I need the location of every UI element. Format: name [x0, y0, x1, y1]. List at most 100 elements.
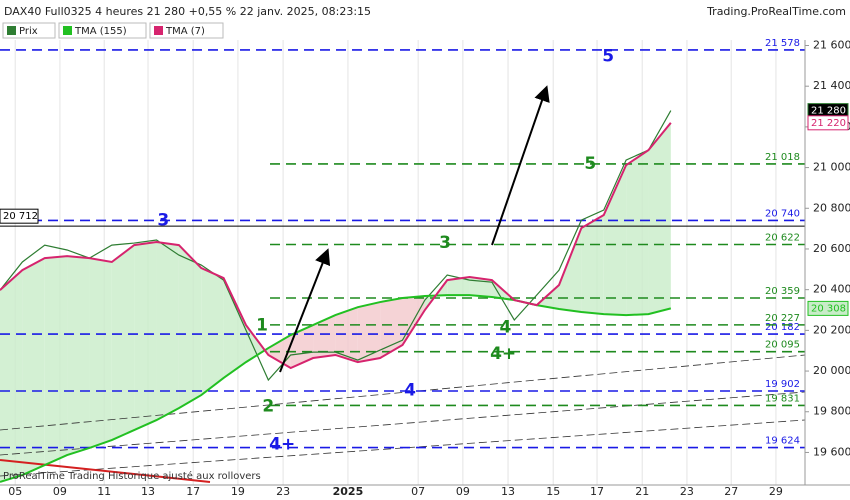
level-label: 20 359	[765, 286, 800, 297]
fill-area	[111, 245, 135, 441]
wave-label: 5	[584, 154, 596, 174]
fill-area	[44, 256, 68, 466]
x-tick-label: 09	[456, 485, 470, 498]
price-label: 20 308	[811, 303, 846, 314]
fill-area	[335, 307, 358, 363]
x-tick-label: 13	[141, 485, 155, 498]
annotations: 5 3 4 4+ 1 2 3 4 4+ 5	[157, 47, 614, 455]
legend: Prix TMA (155) TMA (7)	[2, 22, 224, 39]
arrow	[279, 248, 331, 373]
x-tick-label: 2025	[333, 485, 364, 498]
trend-line	[0, 354, 806, 431]
wave-label: 3	[439, 233, 451, 253]
x-tick-label: 17	[186, 485, 200, 498]
fill-area	[156, 242, 179, 421]
y-tick-label: 20 000	[813, 364, 850, 377]
wave-label: 4+	[490, 344, 516, 364]
series-line	[0, 294, 672, 483]
price-label-box	[807, 115, 849, 131]
price-label: 21 280	[811, 106, 846, 117]
level-label: 20 095	[765, 340, 800, 351]
reference-label: 20 712	[3, 211, 38, 222]
wave-label: 2	[262, 397, 274, 417]
arrows	[279, 85, 550, 373]
legend-swatch	[7, 26, 16, 35]
fill-area	[0, 270, 23, 482]
legend-box	[58, 22, 147, 39]
axes: 19 600 19 800 20 000 20 200 20 400 20 600 20 8…	[8, 38, 850, 498]
chart-title: DAX40 Full0325 4 heures 21 280 +0,55 % 2…	[4, 5, 371, 18]
fill-area	[290, 325, 314, 369]
x-tick-label: 05	[8, 485, 22, 498]
level-label: 19 902	[765, 379, 800, 390]
wave-label: 4+	[269, 434, 295, 454]
series-line	[0, 122, 672, 370]
wave-label: 5	[602, 47, 614, 67]
series-line	[0, 110, 672, 382]
x-tick-label: 09	[53, 485, 67, 498]
fill-area	[134, 242, 157, 431]
y-tick-label: 20 400	[813, 283, 850, 296]
x-tick-label: 23	[276, 485, 290, 498]
legend-box	[149, 22, 224, 39]
level-label: 21 578	[765, 38, 800, 49]
legend-swatch	[154, 26, 163, 35]
x-tick-label: 29	[769, 485, 783, 498]
fill-area	[223, 278, 246, 378]
fill-area	[648, 122, 671, 315]
x-tick-label: 27	[724, 485, 738, 498]
fill-area	[201, 268, 224, 396]
legend-label: TMA (7)	[165, 26, 205, 37]
level-label: 21 018	[765, 152, 800, 163]
y-tick-label: 19 800	[813, 405, 850, 418]
x-tick-label: 19	[231, 485, 245, 498]
x-tick-label: 11	[97, 485, 111, 498]
fill-area	[626, 150, 649, 316]
level-label: 20 622	[765, 232, 800, 243]
reference-label-box	[0, 208, 39, 224]
level-label: 19 624	[765, 436, 800, 447]
fill-area	[313, 315, 336, 359]
fill-area	[22, 258, 45, 476]
fill-area	[245, 325, 269, 363]
y-tick-label: 20 800	[813, 201, 850, 214]
fill-area	[447, 277, 470, 296]
fill-area	[559, 228, 582, 313]
fill-area	[357, 302, 381, 363]
legend-label: Prix	[19, 26, 38, 37]
x-tick-label: 23	[680, 485, 694, 498]
wave-label: 4	[404, 380, 416, 400]
x-tick-label: 17	[590, 485, 604, 498]
price-label: 21 220	[811, 118, 846, 129]
wave-label: 3	[157, 210, 169, 230]
x-tick-label: 15	[546, 485, 560, 498]
series-lines	[0, 110, 672, 483]
fill-area	[67, 256, 90, 456]
y-tick-label: 20 200	[813, 323, 850, 336]
level-label: 20 182	[765, 322, 800, 333]
x-tick-label: 21	[635, 485, 649, 498]
legend-label: TMA (155)	[74, 26, 127, 37]
y-tick-label: 19 600	[813, 445, 850, 458]
fill-area	[89, 258, 112, 448]
arrow	[491, 85, 550, 246]
y-tick-label: 21 600	[813, 38, 850, 51]
level-label: 20 740	[765, 208, 800, 219]
price-label-box	[807, 300, 849, 316]
trend-line	[0, 391, 806, 456]
y-tick-label: 21 400	[813, 79, 850, 92]
y-tick-label: 21 000	[813, 161, 850, 174]
y-tick-label: 20 600	[813, 242, 850, 255]
wave-label: 4	[499, 317, 511, 337]
level-label: 19 831	[765, 393, 800, 404]
level-label: 20 227	[765, 313, 800, 324]
footer-note: ProRealTime Trading Historique ajusté au…	[3, 470, 261, 482]
levels: 21 578 20 740 20 182 19 902 19 624 21 018 20 6…	[0, 38, 805, 449]
fill-area	[581, 214, 604, 315]
fill-area	[178, 245, 202, 409]
x-tick-label: 07	[411, 485, 425, 498]
site-name: Trading.ProRealTime.com	[706, 5, 846, 18]
trend-line	[0, 459, 211, 483]
wave-label: 1	[256, 315, 268, 335]
